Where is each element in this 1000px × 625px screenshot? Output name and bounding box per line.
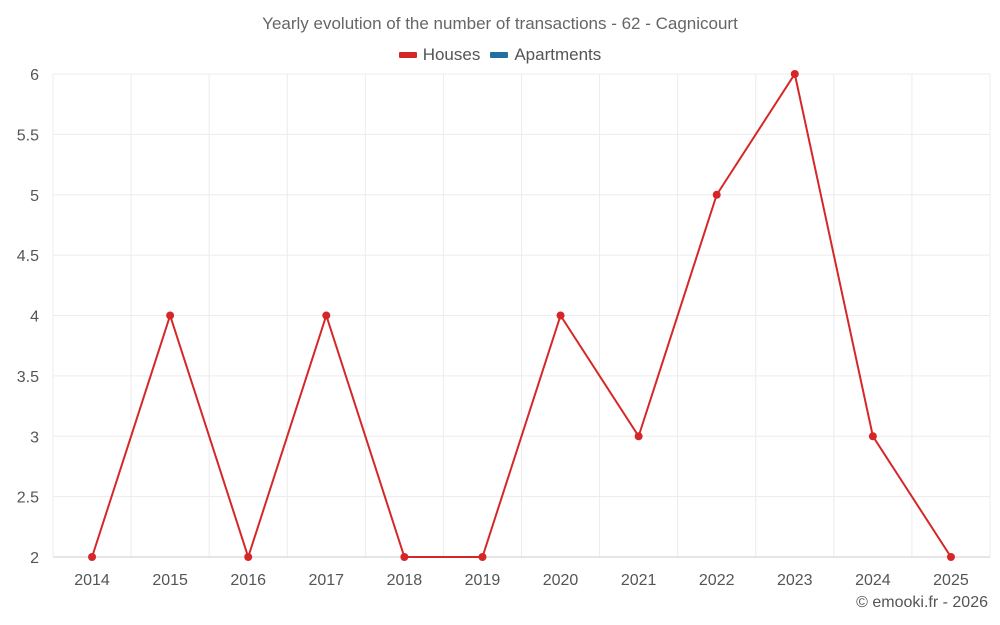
legend-swatch-apartments (490, 52, 509, 58)
x-tick-label: 2020 (543, 572, 579, 589)
data-point-houses[interactable] (868, 432, 877, 441)
data-point-houses[interactable] (166, 311, 175, 320)
axis-ticks: 2 2.5 3 3.5 4 4.5 5 5.5 6 2014 2015 2016 2017 2018 201… (17, 67, 969, 589)
x-tick-label: 2015 (152, 572, 188, 589)
y-tick-label: 5 (30, 188, 39, 205)
x-tick-label: 2014 (74, 572, 110, 589)
series-layer (88, 70, 955, 561)
x-tick-label: 2022 (699, 572, 735, 589)
data-point-houses[interactable] (790, 70, 799, 78)
y-tick-label: 5.5 (17, 127, 39, 144)
legend-label-apartments: Apartments (514, 45, 602, 64)
chart-title: Yearly evolution of the number of transa… (262, 14, 738, 33)
data-point-houses[interactable] (400, 553, 409, 561)
x-tick-label: 2023 (777, 572, 813, 589)
credit-text: © emooki.fr - 2026 (856, 594, 988, 611)
legend-item-apartments[interactable]: Apartments (490, 45, 601, 65)
legend-label-houses: Houses (422, 45, 481, 64)
data-point-houses[interactable] (244, 553, 253, 561)
grid-lines (52, 73, 991, 558)
x-tick-label: 2024 (855, 572, 891, 589)
x-tick-label: 2019 (465, 572, 501, 589)
y-tick-label: 3 (30, 429, 39, 446)
y-tick-label: 4.5 (17, 248, 39, 265)
x-tick-label: 2021 (621, 572, 657, 589)
series-line-houses (91, 71, 952, 561)
y-tick-label: 6 (30, 67, 39, 84)
y-tick-label: 3.5 (17, 369, 39, 386)
y-tick-label: 4 (30, 309, 39, 326)
data-point-houses[interactable] (556, 311, 565, 320)
y-tick-label: 2 (30, 550, 39, 567)
data-point-houses[interactable] (634, 432, 643, 441)
x-tick-label: 2017 (308, 572, 344, 589)
legend-swatch-houses (398, 52, 417, 58)
data-point-houses[interactable] (712, 190, 721, 199)
data-point-houses[interactable] (946, 553, 955, 561)
data-point-houses[interactable] (322, 311, 331, 320)
y-tick-label: 2.5 (17, 490, 39, 507)
chart-legend: Houses Apartments (0, 45, 1000, 65)
x-tick-label: 2016 (230, 572, 266, 589)
data-point-houses[interactable] (88, 553, 97, 561)
x-tick-label: 2025 (933, 572, 969, 589)
x-tick-label: 2018 (387, 572, 423, 589)
legend-item-houses[interactable]: Houses (398, 45, 481, 65)
data-point-houses[interactable] (478, 553, 487, 561)
